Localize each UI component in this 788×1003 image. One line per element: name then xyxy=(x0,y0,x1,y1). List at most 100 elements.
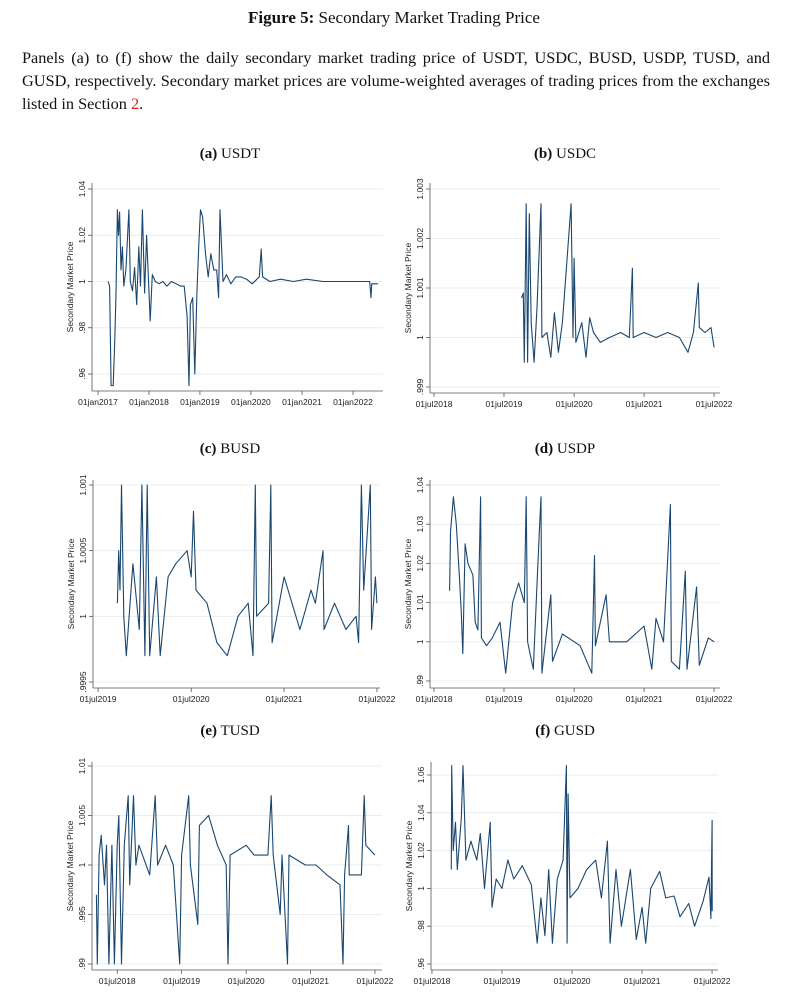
x-tick-label: 01jan2020 xyxy=(231,397,271,407)
y-tick-label: 1.04 xyxy=(77,180,87,197)
x-tick-label: 01jul2019 xyxy=(486,694,523,704)
x-tick-label: 01jul2019 xyxy=(80,694,117,704)
y-tick-label: .999 xyxy=(415,378,425,395)
y-tick-label: 1 xyxy=(78,614,88,619)
caption-end: . xyxy=(139,94,144,113)
chart-panel-tusd: .99 .995 1 1.005 1.01 01jul2018 01jul2019 01jul… xyxy=(65,757,394,986)
y-tick-label: 1.01 xyxy=(415,594,425,611)
y-tick-label: 1 xyxy=(415,335,425,340)
y-tick-label: .99 xyxy=(77,958,87,970)
figure-title-text: Secondary Market Trading Price xyxy=(318,8,540,27)
x-tick-label: 01jul2022 xyxy=(696,694,733,704)
x-tick-label: 01jul2019 xyxy=(163,976,200,986)
x-tick-label: 01jul2020 xyxy=(554,976,591,986)
panel-title-e: (e) TUSD xyxy=(130,723,330,740)
y-tick-label: 1 xyxy=(416,886,426,891)
figure-label: Figure 5: xyxy=(248,8,315,27)
y-tick-label: 1 xyxy=(77,862,87,867)
x-tick-label: 01jul2022 xyxy=(357,976,394,986)
y-tick-label: 1.03 xyxy=(415,516,425,533)
x-tick-label: 01jul2018 xyxy=(99,976,136,986)
panel-title-a: (a) USDT xyxy=(130,146,330,163)
x-tick-label: 01jul2018 xyxy=(416,694,453,704)
x-tick-label: 01jul2021 xyxy=(626,399,663,409)
y-tick-label: 1.001 xyxy=(415,277,425,299)
section-reference-link[interactable]: 2 xyxy=(130,94,140,113)
panel-name: GUSD xyxy=(553,723,595,739)
price-series-line xyxy=(95,795,376,965)
y-tick-label: .995 xyxy=(77,906,87,923)
chart-panel-usdc: .999 1 1.001 1.002 1.003 01jul2018 01jul2019 01… xyxy=(403,178,733,409)
panel-title-c: (c) BUSD xyxy=(130,441,330,458)
panel-label: (b) xyxy=(533,146,553,162)
panel-label: (d) xyxy=(534,441,554,457)
chart-panel-usdt: .96 .98 1 1.02 1.04 01jan2017 01jan2018 01jan20… xyxy=(65,180,383,407)
x-tick-label: 01jul2021 xyxy=(624,976,661,986)
x-tick-label: 01jul2019 xyxy=(483,976,520,986)
y-tick-label: 1.04 xyxy=(415,476,425,493)
price-series-line xyxy=(521,203,715,363)
x-tick-label: 01jan2022 xyxy=(333,397,373,407)
y-tick-label: 1.04 xyxy=(416,804,426,821)
y-tick-label: 1.02 xyxy=(415,555,425,572)
y-tick-label: 1.003 xyxy=(415,178,425,200)
y-tick-label: .98 xyxy=(416,920,426,932)
x-tick-label: 01jul2020 xyxy=(556,399,593,409)
y-tick-label: 1 xyxy=(415,639,425,644)
price-series-line xyxy=(107,209,379,387)
y-tick-label: 1.001 xyxy=(78,474,88,496)
x-tick-label: 01jul2022 xyxy=(696,399,733,409)
y-tick-label: 1.01 xyxy=(77,757,87,774)
panel-label: (e) xyxy=(200,723,217,739)
x-tick-label: 01jan2017 xyxy=(78,397,118,407)
panel-title-d: (d) USDP xyxy=(465,441,665,458)
x-tick-label: 01jul2020 xyxy=(228,976,265,986)
y-axis-title: Secondary Market Price xyxy=(66,538,76,629)
figure-title: Figure 5: Secondary Market Trading Price xyxy=(0,8,788,28)
y-tick-label: 1.005 xyxy=(77,805,87,827)
panel-name: USDT xyxy=(221,146,261,162)
chart-panel-usdp: .99 1 1.01 1.02 1.03 1.04 01jul2018 01jul2019 01… xyxy=(403,476,733,704)
panel-name: TUSD xyxy=(220,723,260,739)
y-axis-title: Secondary Market Price xyxy=(403,538,413,629)
y-axis-title: Secondary Market Price xyxy=(65,820,75,911)
price-series-line xyxy=(116,484,378,657)
figure-caption: Panels (a) to (f) show the daily seconda… xyxy=(22,46,770,115)
caption-text: Panels (a) to (f) show the daily seconda… xyxy=(22,48,770,113)
x-tick-label: 01jul2019 xyxy=(486,399,523,409)
panel-label: (f) xyxy=(535,723,551,739)
y-tick-label: .96 xyxy=(416,958,426,970)
x-tick-label: 01jul2020 xyxy=(173,694,210,704)
x-tick-label: 01jul2022 xyxy=(359,694,396,704)
panel-title-b: (b) USDC xyxy=(465,146,665,163)
x-tick-label: 01jul2021 xyxy=(266,694,303,704)
y-tick-label: 1 xyxy=(77,279,87,284)
y-axis-title: Secondary Market Price xyxy=(403,242,413,333)
y-tick-label: 1.02 xyxy=(416,842,426,859)
x-tick-label: 01jul2020 xyxy=(556,694,593,704)
y-axis-title: Secondary Market Price xyxy=(65,241,75,332)
panel-name: USDP xyxy=(556,441,596,457)
y-axis-title: Secondary Market Price xyxy=(404,820,414,911)
x-tick-label: 01jul2018 xyxy=(414,976,451,986)
price-series-line xyxy=(450,765,713,944)
x-tick-label: 01jul2021 xyxy=(292,976,329,986)
x-tick-label: 01jan2021 xyxy=(282,397,322,407)
y-tick-label: .96 xyxy=(77,368,87,380)
y-tick-label: 1.002 xyxy=(415,228,425,250)
x-tick-label: 01jan2019 xyxy=(180,397,220,407)
y-tick-label: 1.02 xyxy=(77,227,87,244)
y-tick-label: 1.06 xyxy=(416,766,426,783)
panel-label: (c) xyxy=(199,441,217,457)
panel-title-f: (f) GUSD xyxy=(465,723,665,740)
panel-label: (a) xyxy=(199,146,218,162)
chart-panel-gusd: .96 .98 1 1.02 1.04 1.06 01jul2018 01jul2019 01j… xyxy=(404,762,731,986)
chart-panel-busd: .9995 1 1.0005 1.001 01jul2019 01jul2020 01jul… xyxy=(66,474,396,704)
x-tick-label: 01jan2018 xyxy=(129,397,169,407)
panel-name: BUSD xyxy=(220,441,261,457)
x-tick-label: 01jul2021 xyxy=(626,694,663,704)
x-tick-label: 01jul2022 xyxy=(694,976,731,986)
x-tick-label: 01jul2018 xyxy=(416,399,453,409)
panel-name: USDC xyxy=(556,146,597,162)
